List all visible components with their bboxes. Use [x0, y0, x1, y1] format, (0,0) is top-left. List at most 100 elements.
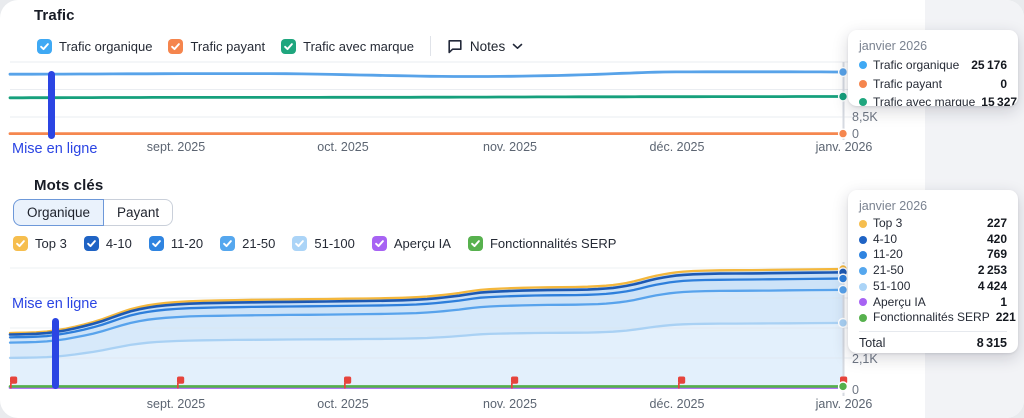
deployment-marker-bar[interactable]	[48, 71, 55, 139]
tooltip-series-value: 4 424	[977, 278, 1007, 293]
tooltip-total-label: Total	[859, 335, 886, 350]
checkbox-21-50[interactable]	[220, 235, 236, 251]
traffic-legend: Trafic organique Trafic payant Trafic avec…	[37, 36, 523, 56]
tooltip-series-value: 420	[986, 231, 1007, 246]
area-band-21-50	[10, 289, 843, 358]
note-flag-icon[interactable]	[344, 376, 352, 389]
data-point-dot	[837, 128, 849, 139]
checkbox-apercu-ia[interactable]	[371, 235, 387, 251]
x-axis-label: déc. 2025	[649, 140, 705, 154]
check-icon	[375, 239, 384, 247]
checkbox-51-100[interactable]	[292, 235, 308, 251]
keywords-legend-item-4-10[interactable]: 4-10	[83, 235, 132, 251]
x-axis-label: nov. 2025	[483, 140, 537, 154]
note-flag-icon[interactable]	[10, 376, 18, 389]
tooltip-series-value: 1	[1000, 294, 1007, 309]
tooltip-series-value: 769	[986, 247, 1007, 262]
legend-label: 4-10	[105, 235, 132, 251]
check-icon	[171, 42, 181, 50]
x-axis-label: janv. 2026	[815, 140, 873, 154]
keywords-legend-item-51-100[interactable]: 51-100	[292, 235, 355, 251]
keywords-legend-item-apercu-ia[interactable]: Aperçu IA	[371, 235, 451, 251]
series-dot	[859, 298, 867, 307]
tooltip-total-row: Total 8 315	[859, 335, 1007, 351]
traffic-legend-item-trafic-payant[interactable]: Trafic payant	[168, 38, 265, 54]
area-band-11-20	[10, 278, 843, 343]
x-axis-label: déc. 2025	[649, 397, 705, 411]
tooltip-series-label: 21-50	[873, 263, 904, 278]
data-point-dot	[837, 66, 849, 78]
traffic-x-axis: sept. 2025 oct. 2025 nov. 2025 déc. 2025 jan…	[0, 140, 925, 156]
tooltip-series-label: Trafic avec marque	[873, 95, 976, 106]
tooltip-row: Top 3 227	[859, 216, 1007, 232]
note-flag-icon[interactable]	[678, 376, 686, 389]
legend-label: Trafic avec marque	[303, 38, 414, 54]
traffic-legend-item-trafic-avec-marque[interactable]: Trafic avec marque	[281, 38, 414, 54]
keywords-legend-item-21-50[interactable]: 21-50	[220, 235, 276, 251]
x-axis-label: oct. 2025	[317, 140, 369, 154]
checkbox-top-3[interactable]	[13, 235, 28, 251]
tooltip-series-label: Aperçu IA	[873, 294, 926, 309]
data-point-dot	[837, 273, 849, 284]
series-dot	[859, 219, 867, 228]
checkbox-4-10[interactable]	[83, 235, 99, 251]
tooltip-series-label: 51-100	[873, 278, 911, 293]
note-flag-icon[interactable]	[177, 376, 185, 389]
series-dot	[859, 251, 867, 260]
legend-divider	[429, 36, 431, 56]
tooltip-row: Fonctionnalités SERP 221	[859, 310, 1016, 326]
deployment-marker-label: Mise en ligne	[12, 141, 98, 157]
checkbox-fonctionnalites-serp[interactable]	[467, 235, 483, 251]
series-dot	[859, 314, 867, 323]
keywords-chart[interactable]	[0, 250, 1024, 418]
check-icon	[295, 239, 305, 247]
keywords-legend-item-11-20[interactable]: 11-20	[148, 235, 204, 251]
traffic-chart[interactable]	[0, 0, 1024, 175]
series-line-4-10	[8, 270, 845, 336]
keywords-legend-item-fonctionnalites-serp[interactable]: Fonctionnalités SERP	[467, 235, 616, 251]
legend-label: Aperçu IA	[393, 235, 451, 251]
tab-organique[interactable]: Organique	[13, 199, 105, 226]
checkbox-trafic-payant[interactable]	[168, 38, 184, 54]
data-point-dot	[837, 284, 849, 295]
tooltip-row: Aperçu IA 1	[859, 295, 1007, 311]
traffic-legend-item-trafic-organique[interactable]: Trafic organique	[37, 38, 153, 54]
checkbox-trafic-organique[interactable]	[37, 38, 52, 54]
tooltip-row: Trafic avec marque 15 327	[859, 93, 1017, 106]
keywords-x-axis: sept. 2025 oct. 2025 nov. 2025 déc. 2025 jan…	[0, 397, 925, 413]
deployment-marker-bar[interactable]	[52, 318, 59, 389]
notes-bubble-icon	[447, 39, 463, 54]
series-dot	[859, 282, 867, 291]
tooltip-row: Trafic organique 25 176	[859, 56, 1007, 75]
legend-label: 11-20	[170, 235, 204, 251]
data-point-dot	[837, 91, 849, 102]
checkbox-trafic-avec-marque[interactable]	[281, 38, 297, 54]
checkbox-11-20[interactable]	[148, 235, 164, 251]
notes-button[interactable]: Notes	[447, 39, 523, 54]
series-line-trafic-avec-marque	[8, 95, 845, 100]
series-line-trafic-organique	[8, 70, 845, 78]
legend-label: Trafic organique	[59, 38, 153, 54]
series-line-21-50	[8, 288, 845, 344]
check-icon	[471, 239, 480, 247]
keywords-legend-item-top-3[interactable]: Top 3	[13, 235, 67, 251]
keywords-legend-items: Top 3 4-10 11-20 21-50 51-100 Aperçu IA Foncti…	[13, 235, 616, 251]
tab-payant[interactable]: Payant	[103, 199, 174, 226]
keywords-type-tabs: Organique Payant	[13, 199, 174, 226]
legend-label: 21-50	[242, 235, 276, 251]
series-line-11-20	[8, 277, 845, 339]
traffic-legend-items: Trafic organique Trafic payant Trafic avec…	[37, 38, 414, 54]
tooltip-date: janvier 2026	[859, 39, 928, 53]
x-axis-label: sept. 2025	[146, 397, 206, 411]
x-axis-label: janv. 2026	[815, 397, 873, 411]
tooltip-series-label: 11-20	[873, 247, 903, 262]
tooltip-series-label: Top 3	[873, 216, 903, 230]
tooltip-rows: Trafic organique 25 176 Trafic payant 0 Traf…	[859, 56, 1017, 106]
tooltip-series-label: Trafic organique	[873, 58, 960, 72]
tooltip-divider	[859, 330, 1007, 332]
legend-label: 51-100	[314, 235, 355, 251]
series-dot	[859, 79, 867, 88]
tooltip-series-value: 227	[986, 216, 1007, 230]
note-flag-icon[interactable]	[511, 376, 519, 389]
y-axis-label: 0	[852, 127, 859, 141]
